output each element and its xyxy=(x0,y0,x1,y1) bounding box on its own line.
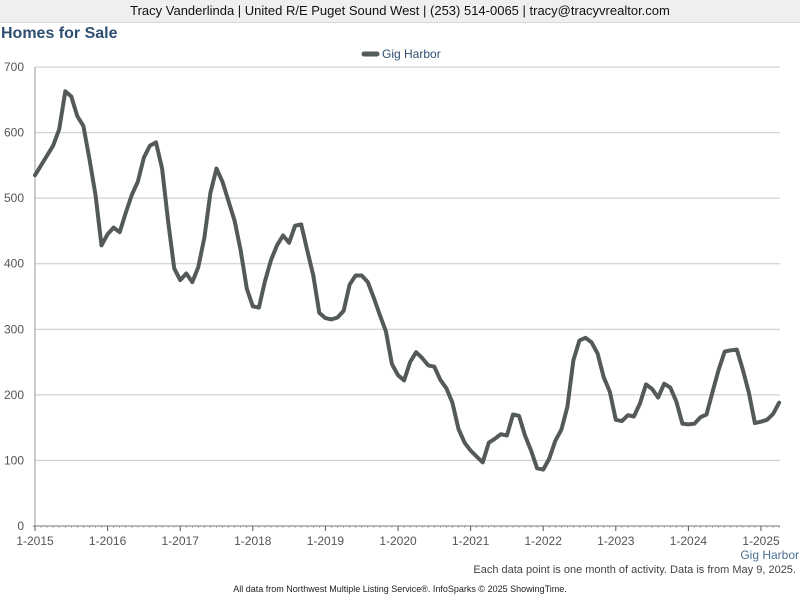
x-tick-label: 1-2018 xyxy=(234,534,272,548)
x-tick-label: 1-2019 xyxy=(307,534,345,548)
y-tick-label: 200 xyxy=(4,388,24,402)
header-bar: Tracy Vanderlinda | United R/E Puget Sou… xyxy=(0,0,800,23)
x-tick-label: 1-2015 xyxy=(16,534,54,548)
page-title: Homes for Sale xyxy=(1,25,118,42)
data-source-footer: All data from Northwest Multiple Listing… xyxy=(233,584,567,594)
x-tick-label: 1-2025 xyxy=(742,534,780,548)
y-tick-label: 100 xyxy=(4,453,24,467)
x-tick-label: 1-2022 xyxy=(525,534,563,548)
legend-label: Gig Harbor xyxy=(382,47,441,61)
x-tick-label: 1-2017 xyxy=(162,534,200,548)
y-tick-label: 300 xyxy=(4,322,24,336)
x-tick-label: 1-2024 xyxy=(670,534,708,548)
x-tick-label: 1-2023 xyxy=(597,534,635,548)
y-tick-label: 0 xyxy=(17,519,24,533)
y-tick-label: 600 xyxy=(4,126,24,140)
y-tick-label: 700 xyxy=(4,60,24,74)
x-tick-label: 1-2021 xyxy=(452,534,490,548)
y-tick-label: 400 xyxy=(4,257,24,271)
x-tick-label: 1-2020 xyxy=(379,534,417,548)
series-line-gig-harbor xyxy=(33,89,782,472)
y-tick-label: 500 xyxy=(4,191,24,205)
x-tick-label: 1-2016 xyxy=(89,534,127,548)
agent-contact-line: Tracy Vanderlinda | United R/E Puget Sou… xyxy=(130,3,670,18)
series-end-label: Gig Harbor xyxy=(740,548,799,562)
data-footnote: Each data point is one month of activity… xyxy=(473,564,796,576)
